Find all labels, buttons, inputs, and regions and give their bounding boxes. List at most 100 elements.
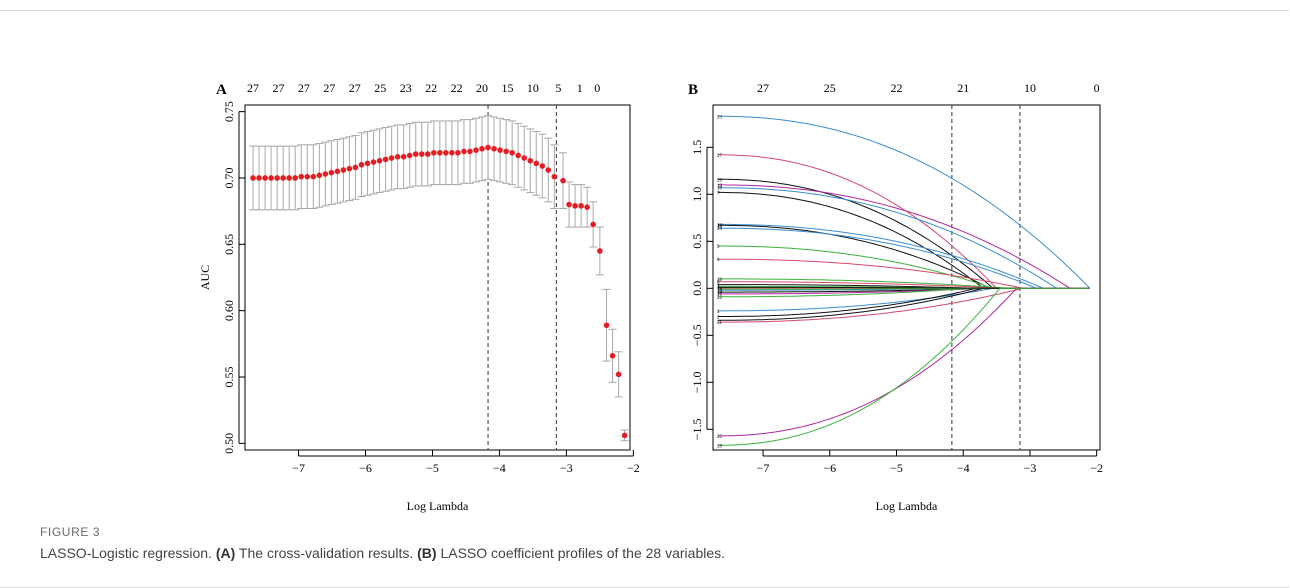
auc-point	[521, 155, 528, 161]
coef-path-19	[717, 184, 1090, 289]
auc-point	[503, 148, 509, 155]
coef-path-20	[717, 287, 1090, 321]
caption-part: (B)	[417, 545, 437, 561]
auc-point	[424, 151, 431, 157]
top-count-label: 0	[1094, 81, 1100, 95]
variable-label: 25	[717, 435, 723, 440]
auc-point	[256, 175, 262, 181]
coef-path-4	[717, 287, 1090, 312]
auc-point	[449, 149, 455, 156]
coef-path-10	[717, 187, 1090, 289]
top-count-label: 1	[577, 81, 583, 95]
variable-label: 2	[717, 316, 720, 321]
coef-path-13	[717, 224, 1090, 289]
variable-label: 12	[717, 223, 723, 228]
auc-point	[388, 155, 395, 161]
plot-border	[712, 104, 1101, 451]
auc-point	[590, 221, 596, 228]
coef-path-7	[717, 191, 1090, 289]
auc-point	[578, 203, 584, 209]
variable-label: 18	[717, 278, 723, 283]
variable-label: 27	[717, 154, 723, 159]
y-tick-label: 0.50	[222, 433, 236, 454]
y-tick-label: −0.5	[690, 324, 704, 346]
top-count-label: 25	[374, 81, 386, 95]
auc-point	[515, 152, 521, 159]
x-tick-label: −3	[560, 461, 573, 475]
auc-point	[551, 173, 558, 180]
panel-letter: B	[688, 82, 698, 98]
y-tick-label: 0.5	[690, 234, 704, 249]
x-tick-label: −2	[627, 461, 640, 475]
coef-path-5	[717, 287, 1090, 290]
x-tick-label: −7	[757, 461, 770, 475]
y-tick-label: −1.0	[690, 371, 704, 393]
auc-point	[352, 164, 359, 171]
auc-point	[286, 175, 292, 181]
panel-letter: A	[216, 82, 227, 98]
top-count-label: 10	[527, 81, 539, 95]
y-tick-label: 0.0	[690, 281, 704, 296]
auc-point	[370, 159, 377, 165]
variable-label: 22	[717, 296, 723, 301]
auc-point	[497, 147, 503, 153]
coef-path-2	[717, 287, 1090, 317]
auc-point	[539, 163, 546, 169]
auc-point	[328, 169, 335, 176]
top-count-label: 10	[1024, 81, 1036, 95]
variable-label: 24	[717, 227, 723, 232]
top-count-label: 27	[247, 81, 259, 95]
variable-label: 26	[717, 178, 723, 183]
x-tick-label: −3	[1024, 461, 1037, 475]
auc-point	[615, 371, 622, 378]
variable-label: 7	[717, 191, 720, 196]
auc-point	[566, 201, 572, 208]
caption-part: The cross-validation results.	[235, 545, 418, 561]
auc-point	[437, 149, 443, 156]
top-count-label: 15	[501, 81, 513, 95]
top-count-label: 22	[451, 81, 463, 95]
x-tick-label: −2	[1090, 461, 1103, 475]
top-count-label: 22	[890, 81, 902, 95]
variable-label: 1	[717, 284, 720, 289]
variable-label: 14	[717, 287, 723, 292]
y-tick-label: 0.70	[222, 167, 236, 188]
auc-point	[292, 175, 299, 181]
auc-point	[340, 167, 347, 173]
y-tick-label: 0.60	[222, 300, 236, 321]
auc-point	[431, 149, 437, 156]
auc-point	[364, 160, 371, 167]
top-count-label: 22	[425, 81, 437, 95]
auc-point	[527, 157, 534, 164]
coef-path-11	[717, 286, 1090, 289]
y-tick-label: 1.0	[690, 187, 704, 202]
top-count-label: 23	[400, 81, 412, 95]
auc-point	[346, 165, 353, 172]
coef-path-22	[717, 287, 1090, 298]
coef-path-27	[717, 154, 1090, 289]
auc-point	[545, 167, 552, 173]
auc-point	[334, 168, 341, 175]
auc-point	[560, 177, 566, 184]
top-count-label: 27	[757, 81, 769, 95]
auc-point	[533, 160, 540, 167]
auc-point	[268, 175, 274, 181]
auc-point	[473, 147, 479, 153]
x-tick-label: −6	[823, 461, 836, 475]
top-count-label: 21	[957, 81, 969, 95]
variable-label: 10	[717, 187, 723, 192]
variable-label: 6	[717, 281, 720, 286]
auc-point	[358, 161, 365, 168]
y-tick-label: 0.75	[222, 101, 236, 122]
x-tick-label: −6	[359, 461, 372, 475]
top-count-label: 27	[298, 81, 310, 95]
coef-path-24	[717, 227, 1090, 289]
caption-part: (A)	[215, 545, 236, 561]
coef-path-8	[717, 258, 1090, 289]
auc-point	[406, 152, 413, 159]
variable-label: 21	[717, 321, 723, 326]
auc-point	[479, 145, 485, 152]
auc-point	[412, 151, 419, 157]
coef-path-12	[717, 223, 1090, 289]
x-tick-label: −4	[493, 461, 506, 475]
